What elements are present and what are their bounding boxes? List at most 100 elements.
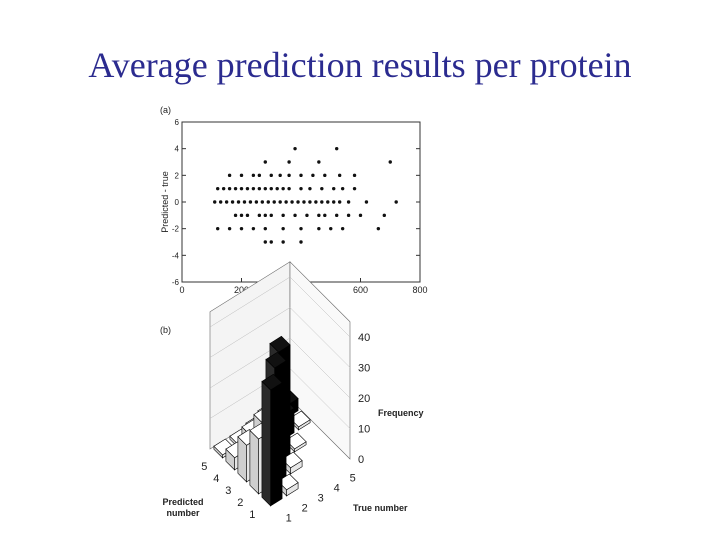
z-gridline	[209, 307, 351, 368]
scatter-point	[224, 200, 229, 204]
true-tick-label: 5	[350, 473, 356, 485]
scatter-point	[233, 186, 238, 191]
scatter-point	[340, 186, 345, 191]
scatter-point	[329, 226, 333, 231]
scatter-point	[299, 240, 303, 244]
scatter-point	[254, 200, 259, 204]
scatter-point	[245, 186, 250, 191]
scatter-point	[364, 200, 369, 204]
x-tick-label: 800	[412, 285, 427, 295]
scatter-point	[272, 200, 276, 204]
scatter-point	[287, 186, 291, 191]
scatter-point	[278, 173, 282, 178]
x-tick-label: 200	[234, 285, 249, 295]
scatter-point	[382, 213, 386, 218]
scatter-point	[320, 200, 324, 204]
true-tick-label: 3	[318, 493, 324, 505]
scatter-point	[257, 173, 262, 178]
scatter-point	[269, 186, 273, 191]
scatter-point	[346, 200, 351, 204]
scatter-point	[337, 200, 342, 204]
scatter-point	[263, 213, 267, 218]
scatter-point	[260, 200, 265, 204]
pred-tick-label: 3	[225, 485, 231, 497]
y-tick-label: 0	[175, 198, 180, 207]
scatter-point	[227, 173, 232, 178]
scatter-point	[242, 200, 247, 204]
pred-tick-label: 4	[213, 473, 219, 485]
scatter-point	[323, 173, 327, 178]
scatter-point	[346, 213, 351, 218]
scatter-point	[278, 200, 282, 204]
z-tick-label: 10	[358, 424, 370, 436]
y-tick-label: 6	[175, 118, 180, 127]
scatter-point	[287, 173, 291, 178]
scatter-point	[275, 186, 279, 191]
z-tick-label: 20	[358, 393, 370, 405]
z-gridline	[209, 337, 351, 399]
y-tick-label: 2	[175, 171, 180, 180]
scatter-point	[216, 226, 220, 231]
scatter-point	[299, 186, 303, 191]
scatter-point	[239, 226, 244, 231]
scatter-point	[281, 226, 285, 231]
scatter-point	[230, 200, 235, 204]
panel-label-b: (b)	[160, 325, 171, 335]
scatter-point	[317, 213, 321, 218]
pred-tick-label: 1	[249, 509, 255, 521]
scatter-point	[332, 200, 336, 204]
scatter-point	[227, 226, 232, 231]
scatter-point	[236, 200, 241, 204]
scatter-point	[281, 240, 285, 244]
scatter-point	[302, 200, 306, 204]
scatter-point	[251, 226, 256, 231]
scatter-point	[323, 213, 327, 218]
true-tick-label: 4	[334, 483, 340, 495]
scatter-point	[284, 200, 288, 204]
true-number-label: True number	[353, 503, 408, 513]
y-tick-label: -6	[172, 278, 180, 287]
scatter-point	[245, 213, 250, 218]
scatter-point	[299, 173, 303, 178]
scatter-point	[221, 186, 226, 191]
scatter-point	[299, 226, 303, 231]
x-tick-label: 0	[179, 285, 184, 295]
scatter-point	[394, 200, 398, 204]
z-axis-label: Frequency	[378, 408, 424, 418]
scatter-point	[263, 226, 267, 231]
scatter-point	[320, 186, 324, 191]
scatter-point	[281, 186, 285, 191]
scatter-point	[311, 173, 315, 178]
scatter-point	[337, 173, 342, 178]
scatter-point	[332, 186, 336, 191]
scatter-point	[263, 240, 267, 244]
panel-label-a: (a)	[160, 105, 171, 115]
pred-tick-label: 2	[237, 497, 243, 509]
y-axis-label: Predicted - true	[160, 171, 170, 233]
scatter-point	[352, 173, 357, 178]
scatter-point	[317, 160, 321, 164]
scatter-point	[239, 173, 244, 178]
scatter-point	[358, 213, 363, 218]
scatter-point	[239, 213, 244, 218]
scatter-point	[308, 186, 312, 191]
scatter-point	[287, 160, 291, 164]
y-tick-label: 4	[175, 145, 180, 154]
x-tick-label: 600	[353, 285, 368, 295]
scatter-point	[227, 186, 232, 191]
scatter-point	[335, 146, 339, 151]
scatter-point	[296, 200, 300, 204]
scatter-point	[251, 173, 256, 178]
scatter-point	[317, 226, 321, 231]
scatter-point	[218, 200, 223, 204]
z-tick-label: 30	[358, 363, 370, 375]
scatter-point	[376, 226, 381, 231]
scatter-point	[326, 200, 330, 204]
scatter-point	[293, 213, 297, 218]
scatter-point	[263, 160, 267, 164]
scatter-point	[314, 200, 318, 204]
scatter-point	[213, 200, 217, 204]
y-tick-label: -4	[172, 251, 180, 260]
z-gridline	[209, 276, 351, 338]
